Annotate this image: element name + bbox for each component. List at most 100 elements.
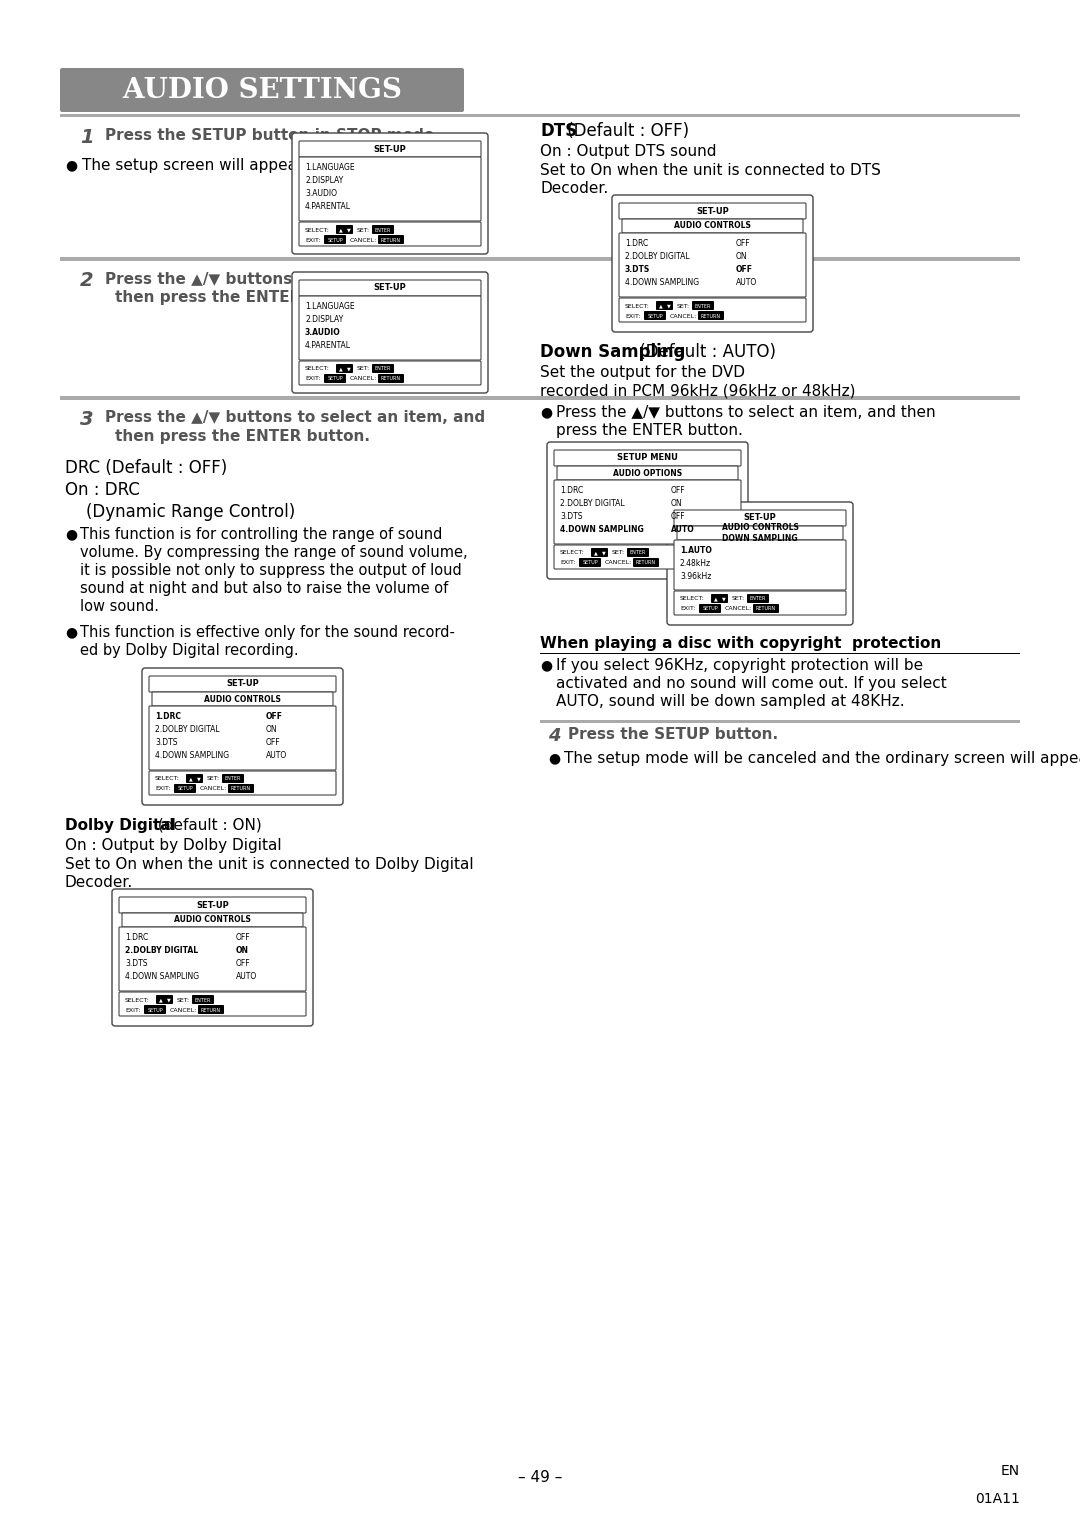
Text: RETURN: RETURN [701,313,721,318]
FancyBboxPatch shape [667,503,853,625]
FancyBboxPatch shape [619,298,806,322]
Text: ●: ● [548,750,561,766]
Text: ON: ON [671,500,683,507]
Text: ENTER: ENTER [694,304,712,309]
Text: Press the ▲/▼ buttons to select Audio and: Press the ▲/▼ buttons to select Audio an… [105,270,463,286]
Text: Down Sampling: Down Sampling [540,342,686,361]
FancyBboxPatch shape [119,992,306,1016]
Text: SET:: SET: [357,228,370,232]
Text: 1.DRC: 1.DRC [625,238,648,248]
Text: it is possible not only to suppress the output of loud: it is possible not only to suppress the … [80,562,462,578]
FancyBboxPatch shape [145,1005,165,1013]
Text: SETUP: SETUP [147,1007,163,1013]
Text: SET:: SET: [207,776,220,781]
Text: EXIT:: EXIT: [305,237,321,243]
Text: 1.AUTO: 1.AUTO [680,545,712,555]
FancyBboxPatch shape [700,605,720,613]
Text: SELECT:: SELECT: [680,596,705,602]
Text: SETUP: SETUP [327,237,342,243]
FancyBboxPatch shape [692,301,713,309]
Text: ●: ● [65,527,77,541]
Text: OFF: OFF [671,486,686,495]
FancyBboxPatch shape [112,889,313,1025]
FancyBboxPatch shape [299,157,481,222]
Text: 2.DOLBY DIGITAL: 2.DOLBY DIGITAL [625,252,690,261]
FancyBboxPatch shape [674,510,846,526]
FancyBboxPatch shape [194,775,202,782]
Text: 01A11: 01A11 [975,1491,1020,1507]
FancyBboxPatch shape [192,996,213,1004]
Text: ▲: ▲ [159,998,162,1002]
FancyBboxPatch shape [325,235,346,243]
Text: 2: 2 [80,270,94,290]
Text: Press the ▲/▼ buttons to select an item, and: Press the ▲/▼ buttons to select an item,… [105,410,485,425]
FancyBboxPatch shape [557,466,738,480]
Text: ▼: ▼ [602,550,606,556]
Text: ENTER: ENTER [630,550,646,556]
FancyBboxPatch shape [149,706,336,770]
Text: 4.DOWN SAMPLING: 4.DOWN SAMPLING [156,750,229,759]
FancyBboxPatch shape [373,365,393,373]
FancyBboxPatch shape [674,591,846,614]
Text: EN: EN [1001,1464,1020,1478]
Text: CANCEL:: CANCEL: [725,607,753,611]
Text: 1: 1 [80,128,94,147]
Text: OFF: OFF [266,738,281,747]
Text: ed by Dolby Digital recording.: ed by Dolby Digital recording. [80,643,299,659]
Text: ON: ON [735,252,747,261]
Text: (Dynamic Range Control): (Dynamic Range Control) [65,503,295,521]
Text: This function is effective only for the sound record-: This function is effective only for the … [80,625,455,640]
Text: SELECT:: SELECT: [305,367,329,371]
Text: ▲: ▲ [189,776,192,781]
FancyBboxPatch shape [299,361,481,385]
Text: Press the SETUP button.: Press the SETUP button. [568,727,778,743]
FancyBboxPatch shape [119,897,306,914]
Text: AUTO: AUTO [235,972,257,981]
FancyBboxPatch shape [299,296,481,361]
Text: CANCEL:: CANCEL: [670,313,698,318]
FancyBboxPatch shape [187,775,194,782]
Text: SET:: SET: [732,596,745,602]
Text: ●: ● [65,157,77,173]
Text: 2.DOLBY DIGITAL: 2.DOLBY DIGITAL [156,724,219,733]
Text: recorded in PCM 96kHz (96kHz or 48kHz): recorded in PCM 96kHz (96kHz or 48kHz) [540,384,855,399]
Text: Set the output for the DVD: Set the output for the DVD [540,365,745,380]
Text: 4: 4 [548,727,561,746]
Text: ON: ON [266,724,278,733]
Text: SELECT:: SELECT: [156,776,180,781]
FancyBboxPatch shape [175,785,195,793]
Text: 4.DOWN SAMPLING: 4.DOWN SAMPLING [561,526,644,533]
Text: SET-UP: SET-UP [197,900,229,909]
Text: ▼: ▼ [666,304,671,309]
Text: OFF: OFF [235,934,251,941]
Text: SELECT:: SELECT: [625,304,650,309]
Text: DTS: DTS [540,122,577,141]
Text: SET:: SET: [357,367,370,371]
FancyBboxPatch shape [292,133,488,254]
FancyBboxPatch shape [122,914,303,927]
Text: On : Output DTS sound: On : Output DTS sound [540,144,716,159]
FancyBboxPatch shape [674,539,846,590]
Text: 4.PARENTAL: 4.PARENTAL [305,202,351,211]
FancyBboxPatch shape [337,226,345,234]
FancyBboxPatch shape [345,226,352,234]
Text: ▲: ▲ [659,304,662,309]
Text: 3: 3 [80,410,94,429]
FancyBboxPatch shape [719,594,727,602]
Text: 3.AUDIO: 3.AUDIO [305,329,341,338]
Text: OFF: OFF [735,264,753,274]
Text: 3.96kHz: 3.96kHz [680,571,712,581]
Text: ▼: ▼ [197,776,201,781]
Text: then press the ENTER button.: then press the ENTER button. [114,429,370,445]
Text: SETUP: SETUP [647,313,663,318]
Text: EXIT:: EXIT: [561,561,576,565]
Text: AUDIO CONTROLS: AUDIO CONTROLS [674,222,751,231]
FancyBboxPatch shape [149,772,336,795]
Text: ▲: ▲ [339,367,342,371]
Text: When playing a disc with copyright  protection: When playing a disc with copyright prote… [540,636,942,651]
Text: The setup mode will be canceled and the ordinary screen will appear.: The setup mode will be canceled and the … [564,750,1080,766]
Text: CANCEL:: CANCEL: [170,1007,198,1013]
FancyBboxPatch shape [299,222,481,246]
Text: SETUP: SETUP [327,376,342,382]
Text: RETURN: RETURN [201,1007,221,1013]
